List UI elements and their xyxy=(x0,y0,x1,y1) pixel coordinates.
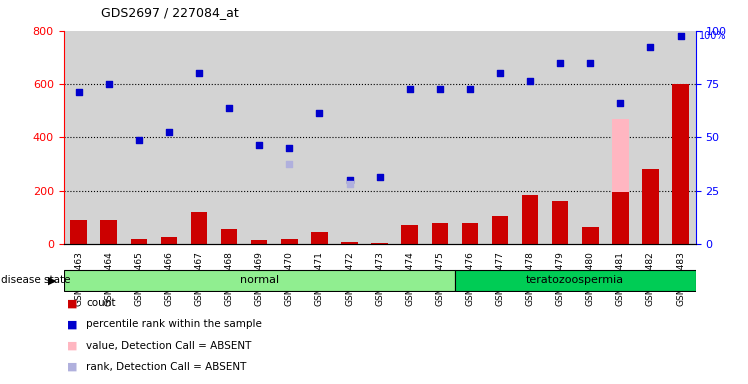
Point xyxy=(254,142,266,148)
Bar xyxy=(341,242,358,244)
Point xyxy=(373,174,386,180)
Point xyxy=(584,60,596,66)
Bar xyxy=(643,169,659,244)
Point xyxy=(343,181,355,187)
Text: value, Detection Call = ABSENT: value, Detection Call = ABSENT xyxy=(86,341,251,351)
Bar xyxy=(395,31,425,244)
Bar xyxy=(100,220,117,244)
Bar xyxy=(281,238,298,244)
Point xyxy=(283,161,295,167)
Bar xyxy=(522,195,539,244)
Point xyxy=(675,33,687,39)
Text: ■: ■ xyxy=(67,298,78,308)
Bar xyxy=(491,216,509,244)
Text: ■: ■ xyxy=(67,319,78,329)
Text: ■: ■ xyxy=(67,362,78,372)
Bar xyxy=(515,31,545,244)
Point xyxy=(313,110,325,116)
Point xyxy=(524,78,536,84)
Point xyxy=(163,129,175,135)
Bar xyxy=(184,31,214,244)
Point xyxy=(434,86,446,93)
Point xyxy=(283,145,295,151)
Point xyxy=(645,44,657,50)
Bar xyxy=(552,201,568,244)
Text: ■: ■ xyxy=(67,341,78,351)
Bar xyxy=(455,31,485,244)
Text: 100%: 100% xyxy=(699,31,727,41)
Bar xyxy=(275,31,304,244)
Bar xyxy=(94,31,123,244)
Point xyxy=(614,99,626,106)
Bar xyxy=(364,31,395,244)
Bar xyxy=(545,31,575,244)
Bar xyxy=(64,270,455,291)
Text: rank, Detection Call = ABSENT: rank, Detection Call = ABSENT xyxy=(86,362,246,372)
Point xyxy=(494,70,506,76)
Point xyxy=(133,137,145,143)
Bar xyxy=(64,31,94,244)
Bar xyxy=(432,223,448,244)
Bar xyxy=(311,232,328,244)
Point xyxy=(193,70,205,76)
Bar xyxy=(636,31,666,244)
Text: percentile rank within the sample: percentile rank within the sample xyxy=(86,319,262,329)
Bar xyxy=(425,31,455,244)
Bar xyxy=(402,225,418,244)
Text: normal: normal xyxy=(239,275,279,285)
Bar xyxy=(334,31,364,244)
Bar xyxy=(131,238,147,244)
Bar xyxy=(575,31,605,244)
Bar xyxy=(605,31,636,244)
Bar xyxy=(672,84,689,244)
Bar xyxy=(455,270,696,291)
Point xyxy=(223,105,235,111)
Bar xyxy=(485,31,515,244)
Point xyxy=(404,86,416,93)
Bar xyxy=(161,237,177,244)
Point xyxy=(343,177,355,183)
Text: GDS2697 / 227084_at: GDS2697 / 227084_at xyxy=(101,6,239,19)
Point xyxy=(554,60,566,66)
Bar xyxy=(612,119,628,244)
Text: count: count xyxy=(86,298,115,308)
Bar xyxy=(70,220,87,244)
Bar xyxy=(304,31,334,244)
Bar xyxy=(221,229,237,244)
Bar xyxy=(666,31,696,244)
Bar xyxy=(462,223,478,244)
Bar xyxy=(191,212,207,244)
Bar xyxy=(244,31,275,244)
Point xyxy=(464,86,476,93)
Bar xyxy=(582,227,598,244)
Bar xyxy=(214,31,244,244)
Text: ▶: ▶ xyxy=(48,275,56,285)
Point xyxy=(102,81,114,87)
Bar xyxy=(251,240,268,244)
Bar xyxy=(371,243,388,244)
Text: disease state: disease state xyxy=(1,275,70,285)
Point xyxy=(73,89,85,95)
Bar xyxy=(123,31,154,244)
Bar xyxy=(612,192,628,244)
Text: teratozoospermia: teratozoospermia xyxy=(526,275,625,285)
Bar xyxy=(154,31,184,244)
